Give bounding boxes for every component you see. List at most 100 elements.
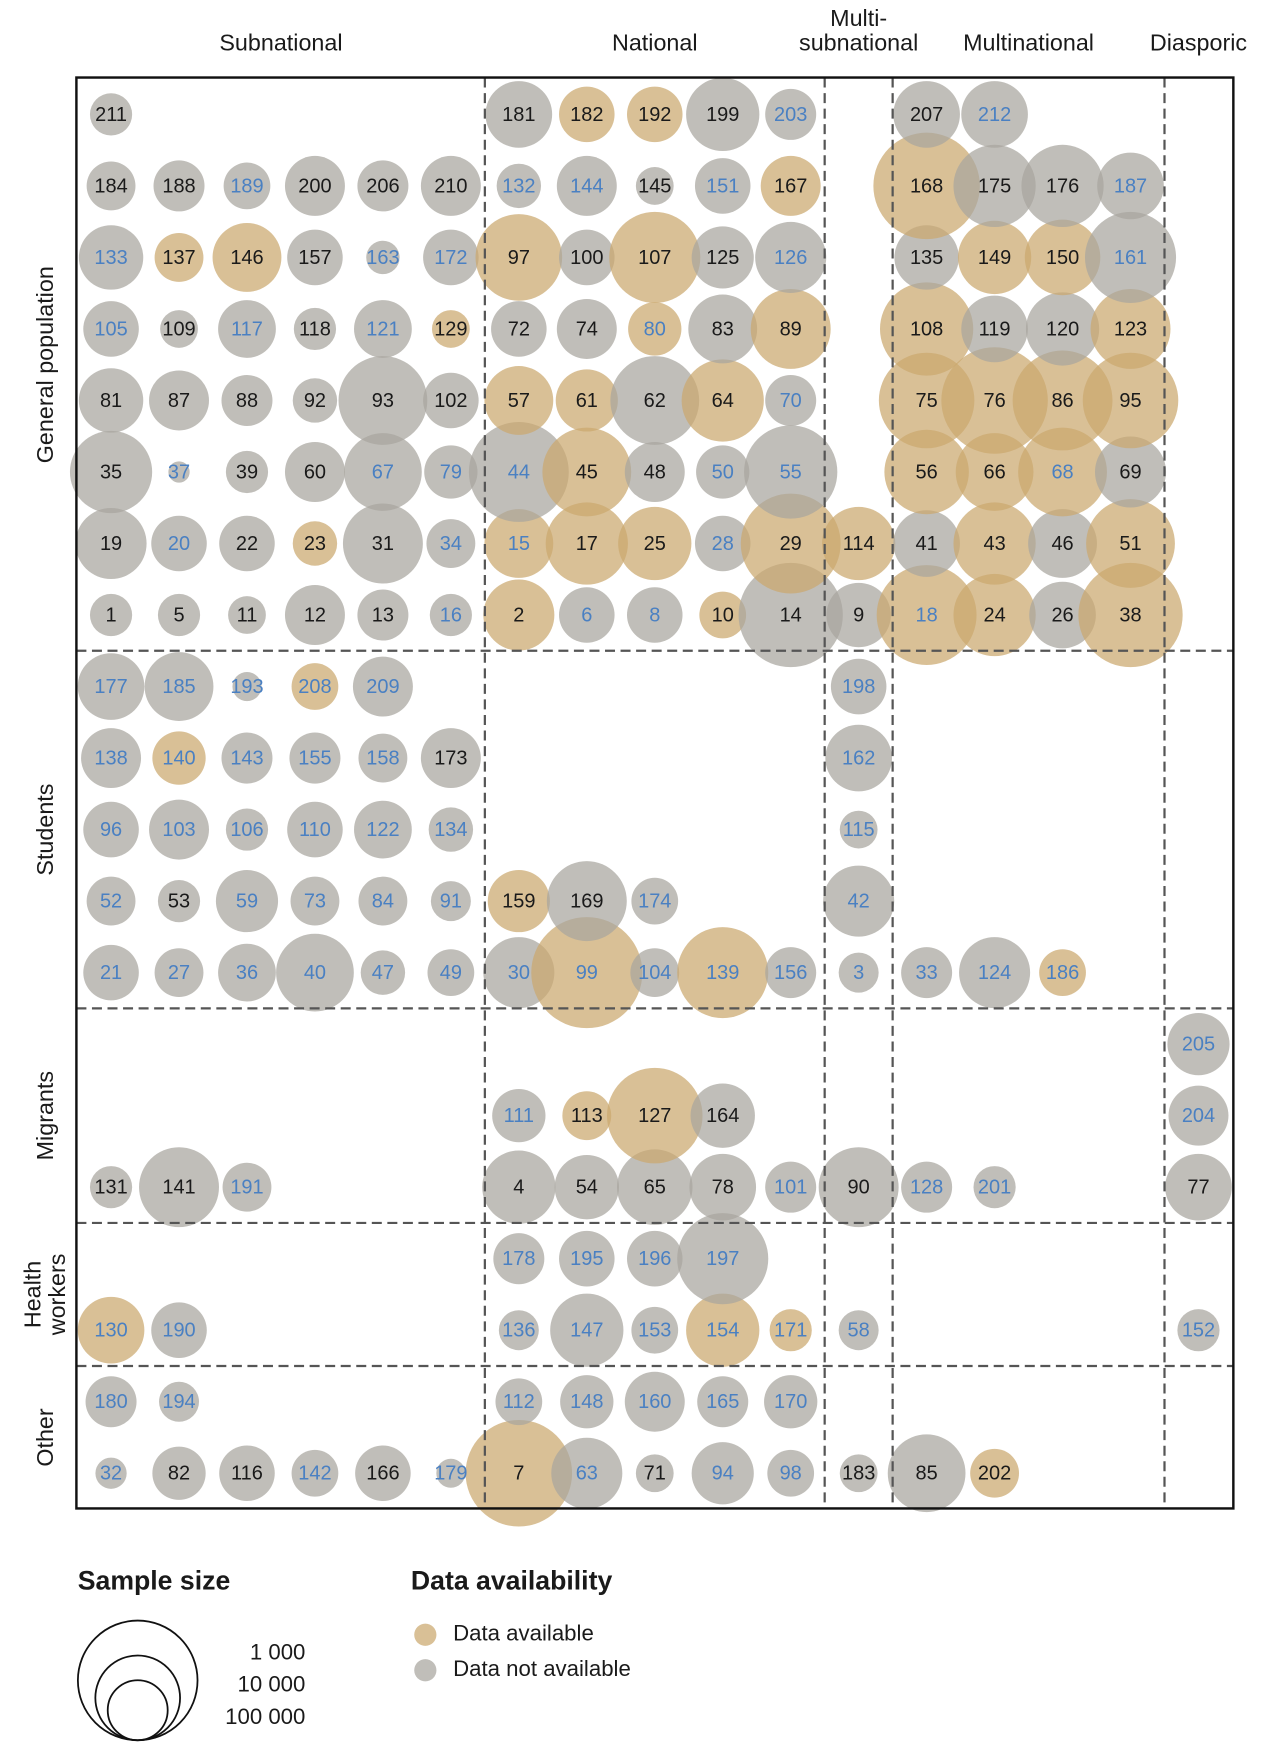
bubble [358, 876, 408, 926]
bubble-label: 201 [978, 1177, 1011, 1199]
bubble-label: 186 [1046, 962, 1079, 984]
bubble-label: 75 [916, 390, 938, 412]
bubble-label: 78 [712, 1177, 734, 1199]
bubble-label: 65 [644, 1177, 666, 1199]
bubble [893, 510, 960, 577]
bubble [428, 807, 474, 852]
bubble [635, 167, 674, 205]
bubble [75, 507, 147, 580]
bubble [342, 503, 423, 584]
bubble [826, 582, 891, 648]
bubble [222, 1162, 272, 1212]
bubble-label: 80 [644, 318, 666, 340]
bubble [276, 933, 354, 1012]
bubble [542, 427, 632, 517]
bubble-label: 5 [173, 604, 184, 626]
bubble [839, 810, 878, 849]
bubble [961, 81, 1028, 148]
bubble [1024, 219, 1101, 296]
bubble [289, 732, 341, 784]
bubble [901, 947, 953, 999]
bubble-label: 190 [162, 1320, 195, 1342]
bubble [1097, 152, 1164, 220]
bubble-label: 58 [848, 1320, 870, 1342]
bubble-label: 157 [298, 247, 331, 269]
bubble-label: 70 [780, 390, 802, 412]
bubble-label: 64 [712, 390, 734, 412]
bubble [1039, 949, 1086, 996]
bubble [973, 1166, 1016, 1209]
bubble-label: 29 [780, 533, 802, 555]
bubble [765, 88, 817, 140]
bubble-label: 159 [502, 890, 535, 912]
bubble-label: 124 [978, 962, 1011, 984]
bubble-label: 208 [298, 676, 331, 698]
bubble [839, 1454, 878, 1493]
bubble [617, 1149, 693, 1225]
bubble-label: 92 [304, 390, 326, 412]
bubble [291, 663, 339, 710]
bubble [424, 445, 478, 499]
bubble-label: 126 [774, 247, 807, 269]
bubble-label: 117 [231, 318, 263, 340]
row-header: Students [32, 784, 58, 876]
bubble-label: 148 [570, 1391, 603, 1413]
bubble [423, 372, 479, 429]
color-legend-label: Data not available [453, 1656, 631, 1681]
bubble-layer [69, 77, 1232, 1527]
bubble-label: 27 [168, 962, 190, 984]
bubble-label: 180 [94, 1391, 127, 1413]
bubble [293, 307, 337, 351]
bubble-label: 3 [853, 962, 864, 984]
bubble [287, 229, 343, 286]
bubble [818, 1147, 899, 1228]
bubble [160, 310, 198, 348]
bubble [546, 861, 627, 942]
bubble-label: 76 [983, 390, 1005, 412]
bubble [232, 672, 262, 702]
bubble [357, 160, 409, 212]
bubble-label: 105 [94, 318, 127, 340]
bubble [876, 565, 977, 665]
bubble-label: 183 [842, 1463, 875, 1485]
bubble [429, 593, 472, 637]
bubble-label: 133 [94, 247, 127, 269]
bubble-label: 200 [298, 175, 331, 197]
bubble-label: 2 [513, 604, 524, 626]
bubble-label: 170 [774, 1391, 807, 1413]
bubble [225, 450, 269, 494]
bubble-label: 188 [162, 175, 195, 197]
bubble-label: 141 [162, 1177, 195, 1199]
bubble [426, 519, 476, 568]
bubble [1029, 581, 1096, 649]
bubble [957, 220, 1032, 295]
bubble-label: 156 [774, 962, 807, 984]
bubble-label: 185 [162, 676, 195, 698]
bubble [694, 158, 751, 214]
bubble-label: 14 [780, 604, 802, 626]
bubble [1021, 144, 1104, 228]
bubble [78, 225, 144, 290]
bubble [149, 370, 210, 431]
bubble-label: 77 [1187, 1177, 1209, 1199]
bubble [154, 233, 204, 282]
bubble-label: 97 [508, 247, 530, 269]
bubble [430, 881, 471, 922]
bubble-label: 79 [440, 461, 462, 483]
bubble-label: 6 [581, 604, 592, 626]
bubble [431, 310, 470, 348]
bubble [292, 521, 338, 566]
bubble [681, 359, 764, 442]
bubble-label: 32 [100, 1463, 122, 1485]
bubble [626, 587, 683, 643]
bubble-label: 112 [503, 1391, 535, 1413]
bubble [219, 1445, 275, 1502]
bubble [953, 573, 1036, 657]
bubble-label: 181 [502, 104, 535, 126]
bubble-label: 99 [576, 962, 598, 984]
bubble [292, 378, 338, 423]
bubble [219, 515, 275, 572]
bubble-label: 138 [94, 747, 127, 769]
bubble-label: 93 [372, 390, 394, 412]
bubble [83, 301, 139, 357]
